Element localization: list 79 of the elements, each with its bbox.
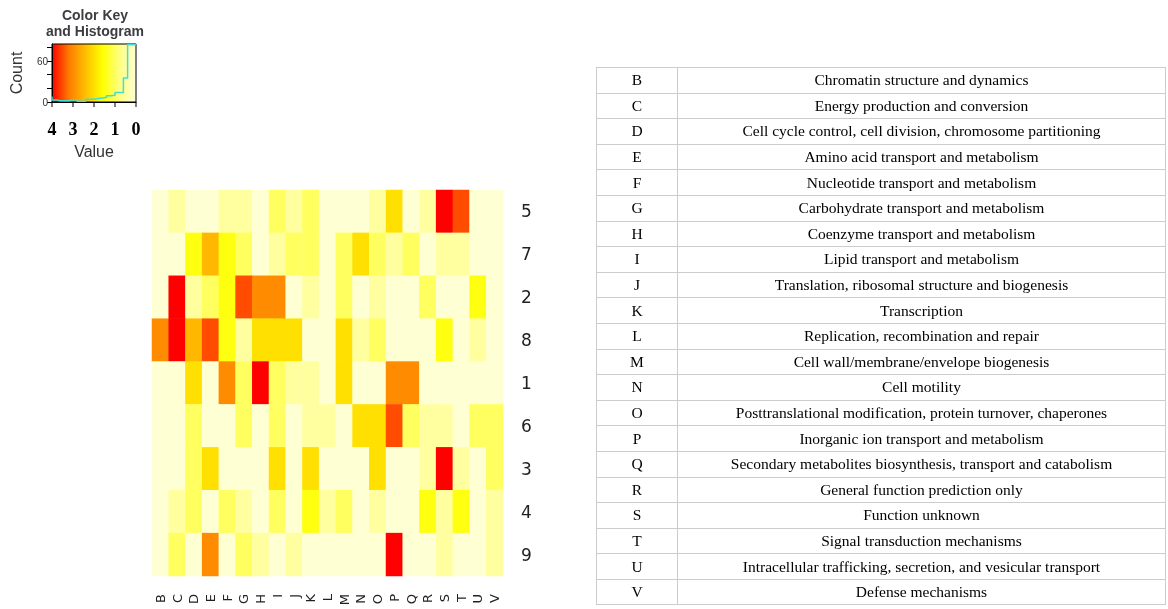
text: Lipid transport and metabolism <box>677 246 1166 273</box>
category-label: G <box>596 195 678 222</box>
color-bar-title: Value <box>74 142 114 160</box>
category-label: I <box>596 246 678 273</box>
y-tick-label: 3 <box>521 458 532 479</box>
category-label: M <box>596 349 678 375</box>
x-tick-label: T <box>453 593 469 603</box>
text: General function prediction only <box>677 477 1166 503</box>
category-label: J <box>596 272 678 298</box>
text: Inorganic ion transport and metabolism <box>677 425 1166 452</box>
x-tick-label: U <box>470 594 486 604</box>
y-tick-label: 8 <box>521 330 532 351</box>
x-tick-label: N <box>353 594 369 604</box>
x-tick-label: I <box>269 594 285 598</box>
category-label: K <box>596 297 678 324</box>
y-tick-label: 1 <box>521 373 532 393</box>
x-tick-label: R <box>420 594 436 604</box>
text: Transcription <box>677 297 1166 324</box>
y-tick-label: 7 <box>521 244 532 265</box>
y-tick-label: 4 <box>521 501 532 522</box>
color-bar-label: 3 <box>68 119 78 139</box>
x-tick-label: G <box>236 594 252 605</box>
category-label: L <box>596 323 678 350</box>
category-label: P <box>596 425 678 452</box>
category-label: E <box>596 144 678 170</box>
text: Energy production and conversion <box>677 93 1166 119</box>
text: Replication, recombination and repair <box>677 323 1166 350</box>
category-label: Q <box>596 451 678 477</box>
text: Cell wall/membrane/envelope biogenesis <box>677 349 1166 375</box>
category-label: O <box>596 400 678 426</box>
text: Cell cycle control, cell division, chromosome partitioning <box>677 118 1166 145</box>
text: Carbohydrate transport and metabolism <box>677 195 1166 222</box>
category-label: R <box>596 477 678 503</box>
y-tick-label: 9 <box>521 544 532 565</box>
color-bar-label: 1 <box>110 119 120 139</box>
y-tick-label: 60 <box>36 55 49 67</box>
category-label: T <box>596 528 678 554</box>
y-tick-label: 2 <box>521 287 532 308</box>
x-tick-label: L <box>320 593 335 602</box>
text: Amino acid transport and metabolism <box>677 144 1166 170</box>
text: Defense mechanisms <box>677 579 1166 605</box>
color-bar-label: 2 <box>89 119 99 139</box>
text: Chromatin structure and dynamics <box>677 67 1166 94</box>
text: Translation, ribosomal structure and biogenesis <box>677 272 1166 298</box>
category-label: H <box>596 221 678 247</box>
x-tick-label: E <box>203 594 218 603</box>
text: Signal transduction mechanisms <box>677 528 1166 554</box>
category-label: F <box>596 169 678 196</box>
category-label: U <box>596 553 678 580</box>
category-label: S <box>596 502 678 529</box>
color-bar-label: 0 <box>131 119 141 139</box>
x-tick-label: K <box>303 593 319 603</box>
category-label: C <box>596 93 678 119</box>
x-tick-label: H <box>253 594 269 604</box>
text: Intracellular trafficking, secretion, and vesicular transport <box>677 553 1166 580</box>
x-tick-label: M <box>336 594 352 606</box>
x-tick-label: S <box>437 594 452 603</box>
x-tick-label: Q <box>403 594 419 605</box>
x-tick-label: V <box>487 593 503 603</box>
text: Function unknown <box>677 502 1166 529</box>
x-tick-label: J <box>286 594 302 599</box>
text: Secondary metabolites biosynthesis, transport and catabolism <box>677 451 1166 477</box>
x-tick-label: C <box>169 594 185 604</box>
category-label: D <box>596 118 678 145</box>
text: Posttranslational modification, protein turnover, chaperones <box>677 400 1166 426</box>
y-tick-label: 6 <box>521 415 532 436</box>
x-tick-label: F <box>219 594 235 602</box>
x-tick-label: P <box>386 593 402 602</box>
text: Nucleotide transport and metabolism <box>677 169 1166 196</box>
x-tick-label: D <box>186 594 202 605</box>
chart-title: Color Key and Histogram <box>45 7 145 39</box>
x-tick-label: O <box>370 594 386 605</box>
category-label: B <box>596 67 678 94</box>
y-tick-label: 5 <box>521 201 532 222</box>
category-label: N <box>596 374 678 401</box>
text: Coenzyme transport and metabolism <box>677 221 1166 247</box>
y-axis-title: Count <box>7 51 25 95</box>
text: Cell motility <box>677 374 1166 401</box>
x-tick-label: B <box>152 594 168 603</box>
